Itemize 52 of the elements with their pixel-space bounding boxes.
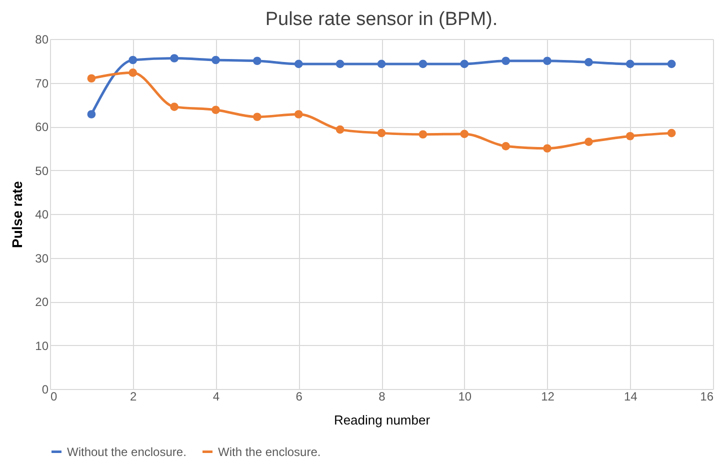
x-tick-label: 14 (624, 390, 638, 404)
point (543, 144, 552, 153)
point (128, 68, 138, 77)
point (336, 60, 344, 68)
legend-label: Without the enclosure. (67, 444, 186, 459)
y-tick-label: 60 (35, 120, 49, 134)
x-tick-label: 12 (541, 390, 555, 404)
y-axis-title: Pulse rate (9, 180, 26, 248)
point (502, 56, 510, 66)
x-tick-label: 0 (50, 390, 58, 404)
point (543, 56, 552, 66)
y-tick-label: 20 (35, 295, 49, 309)
point (377, 128, 386, 138)
point (294, 60, 303, 68)
point (460, 130, 469, 138)
point (170, 54, 178, 62)
point (418, 60, 428, 68)
x-tick-label: 4 (212, 390, 220, 404)
point (626, 132, 634, 140)
point (253, 56, 262, 66)
point (253, 112, 262, 122)
point (502, 142, 510, 150)
point (294, 110, 303, 118)
point (128, 56, 138, 64)
chart-title: Pulse rate sensor in (BPM). (265, 9, 498, 30)
y-tick-label: 30 (35, 251, 49, 266)
point (87, 110, 96, 118)
point (336, 125, 344, 134)
point (584, 138, 593, 146)
point (667, 60, 676, 68)
point (460, 60, 469, 68)
y-tick-label: 50 (35, 164, 49, 178)
legend-label: With the enclosure. (218, 444, 321, 459)
y-tick-label: 10 (35, 338, 49, 353)
point (418, 130, 428, 139)
y-tick-label: 40 (35, 208, 49, 222)
x-tick-label: 6 (296, 390, 303, 404)
x-axis-title: Reading number (334, 412, 431, 428)
y-tick-label: 70 (35, 76, 49, 90)
point (667, 128, 676, 138)
point (212, 106, 220, 114)
x-tick-label: 10 (458, 390, 472, 404)
point (87, 74, 96, 83)
point (584, 58, 593, 66)
x-tick-label: 8 (378, 390, 386, 404)
x-tick-label: 2 (130, 390, 138, 404)
point (626, 60, 634, 68)
x-tick-label: 16 (700, 390, 714, 404)
point (212, 56, 220, 64)
point (170, 102, 178, 111)
y-tick-label: 80 (35, 32, 49, 46)
point (377, 60, 386, 68)
